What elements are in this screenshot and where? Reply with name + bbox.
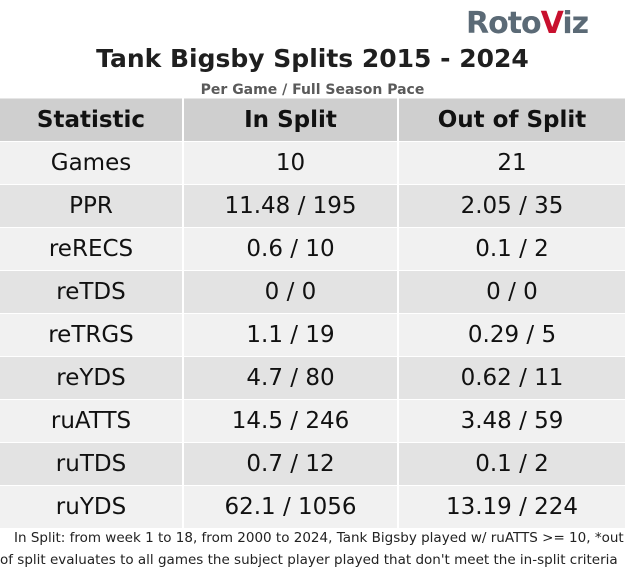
table-row: reYDS 4.7 / 80 0.62 / 11	[0, 356, 625, 400]
cell-statistic: Games	[0, 141, 184, 185]
table-row: reTDS 0 / 0 0 / 0	[0, 270, 625, 314]
cell-out-of-split: 0 / 0	[398, 270, 625, 314]
splits-table: Statistic In Split Out of Split Games 10…	[0, 98, 625, 528]
cell-statistic: reYDS	[0, 356, 184, 400]
cell-statistic: ruYDS	[0, 485, 184, 528]
cell-statistic: reTRGS	[0, 313, 184, 357]
logo-text-left: Roto	[466, 6, 542, 41]
logo-v-mark: V	[540, 6, 564, 41]
cell-out-of-split: 21	[398, 141, 625, 185]
column-header-out-of-split: Out of Split	[398, 98, 625, 142]
cell-statistic: PPR	[0, 184, 184, 228]
cell-in-split: 11.48 / 195	[183, 184, 399, 228]
table-row: reTRGS 1.1 / 19 0.29 / 5	[0, 313, 625, 357]
cell-statistic: reTDS	[0, 270, 184, 314]
table-row: reRECS 0.6 / 10 0.1 / 2	[0, 227, 625, 271]
cell-out-of-split: 2.05 / 35	[398, 184, 625, 228]
cell-out-of-split: 0.1 / 2	[398, 227, 625, 271]
cell-out-of-split: 13.19 / 224	[398, 485, 625, 528]
cell-out-of-split: 0.29 / 5	[398, 313, 625, 357]
cell-in-split: 14.5 / 246	[183, 399, 399, 443]
table-row: ruYDS 62.1 / 1056 13.19 / 224	[0, 485, 625, 528]
splits-table-container: Statistic In Split Out of Split Games 10…	[0, 98, 625, 528]
column-header-in-split: In Split	[183, 98, 399, 142]
cell-statistic: reRECS	[0, 227, 184, 271]
table-header-row: Statistic In Split Out of Split	[0, 98, 625, 142]
cell-in-split: 0 / 0	[183, 270, 399, 314]
logo-text-right: iz	[562, 6, 589, 41]
cell-out-of-split: 0.62 / 11	[398, 356, 625, 400]
cell-in-split: 0.7 / 12	[183, 442, 399, 486]
cell-in-split: 1.1 / 19	[183, 313, 399, 357]
cell-statistic: ruATTS	[0, 399, 184, 443]
cell-in-split: 4.7 / 80	[183, 356, 399, 400]
table-row: PPR 11.48 / 195 2.05 / 35	[0, 184, 625, 228]
cell-statistic: ruTDS	[0, 442, 184, 486]
page-subtitle: Per Game / Full Season Pace	[200, 82, 425, 98]
cell-in-split: 0.6 / 10	[183, 227, 399, 271]
table-row: ruTDS 0.7 / 12 0.1 / 2	[0, 442, 625, 486]
table-row: ruATTS 14.5 / 246 3.48 / 59	[0, 399, 625, 443]
page-title: Tank Bigsby Splits 2015 - 2024	[96, 44, 529, 73]
split-criteria-footnote: In Split: from week 1 to 18, from 2000 t…	[0, 530, 624, 568]
logo-wordmark: RotoViz	[466, 6, 589, 41]
cell-out-of-split: 0.1 / 2	[398, 442, 625, 486]
rotoviz-logo: RotoViz	[466, 2, 598, 42]
table-row: Games 10 21	[0, 141, 625, 185]
cell-in-split: 10	[183, 141, 399, 185]
cell-in-split: 62.1 / 1056	[183, 485, 399, 528]
column-header-statistic: Statistic	[0, 98, 184, 142]
cell-out-of-split: 3.48 / 59	[398, 399, 625, 443]
